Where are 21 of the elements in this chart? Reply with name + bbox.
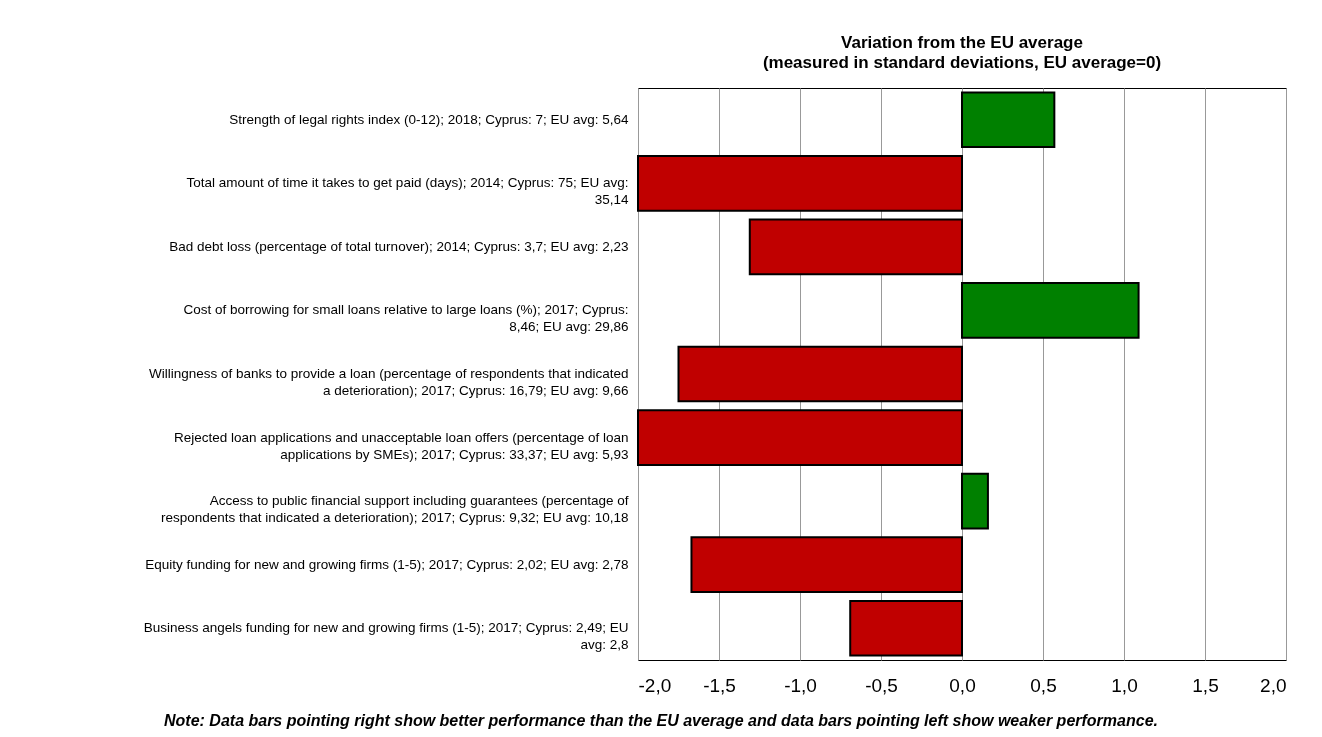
y-tick-label: Rejected loan applications and unacceptable loan offers (percentage of loan applications by SMEs); 2017; Cyprus: 33,37; EU avg: 5,93 — [173, 429, 629, 462]
y-tick-label: Cost of borrowing for small loans relative to large loans (%); 2017; Cyprus: 8,46; EU avg: 29,86 — [183, 302, 629, 335]
text: Note: Data bars pointing right show better performance than the EU average and data bars pointing left show weaker performance. — [163, 712, 1159, 730]
x-tick-label: 0,5 — [1030, 674, 1057, 696]
y-tick-label: Equity funding for new and growing firms (1-5); 2017; Cyprus: 2,02; EU avg: 2,78 — [145, 556, 629, 572]
y-tick-label: Strength of legal rights index (0-12); 2018; Cyprus: 7; EU avg: 5,64 — [229, 111, 629, 127]
chart-subtitle: (measured in standard deviations, EU average=0) — [762, 53, 1162, 72]
x-tick-label: -1,5 — [703, 674, 736, 696]
x-tick-label: -2,0 — [638, 674, 672, 696]
y-tick-label: Bad debt loss (percentage of total turnover); 2014; Cyprus: 3,7; EU avg: 2,23 — [169, 238, 629, 254]
y-tick-label: Business angels funding for new and growing firms (1-5); 2017; Cyprus: 2,49; EU avg: 2,8 — [143, 620, 629, 653]
x-tick-label: -0,5 — [865, 674, 898, 696]
x-tick-label: -1,0 — [784, 674, 817, 696]
x-tick-label: 2,0 — [1260, 674, 1287, 696]
x-tick-label: 1,5 — [1192, 674, 1219, 696]
y-tick-label: Access to public financial support including guarantees (percentage of respondents that indicated a deterioration); 2017; Cyprus: 9,32; EU avg: 10,18 — [160, 493, 629, 526]
y-tick-label: Willingness of banks to provide a loan (percentage of respondents that indicated a deterioration); 2017; Cyprus: 16,79; EU avg: 9,66 — [148, 366, 629, 398]
chart-title: Variation from the EU average — [841, 33, 1083, 52]
x-tick-label: 1,0 — [1111, 674, 1138, 696]
y-tick-label: Total amount of time it takes to get paid (days); 2014; Cyprus: 75; EU avg: 35,14 — [186, 175, 629, 208]
x-tick-label: 0,0 — [949, 674, 976, 696]
